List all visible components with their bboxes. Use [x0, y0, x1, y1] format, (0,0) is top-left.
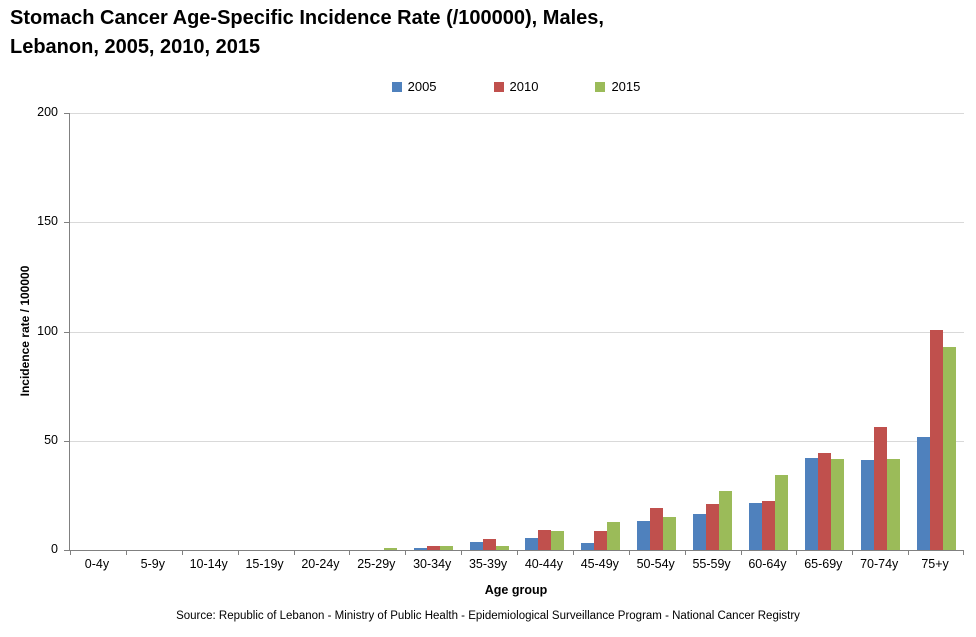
x-tick-label-0-4y: 0-4y [84, 557, 110, 571]
bar-2005-35-39y [469, 542, 483, 550]
legend-item-2010: 2010 [493, 79, 539, 94]
x-axis-title: Age group [484, 583, 548, 597]
x-tick-label-70-74y: 70-74y [860, 557, 899, 571]
x-tick [238, 550, 239, 555]
bar-2010-70-74y [873, 426, 887, 550]
x-axis-labels: 0-4y 5-9y 10-14y 15-19y 20-24y 25-29y 30-34y 35… [69, 557, 963, 573]
x-tick-label-5-9y: 5-9y [140, 557, 165, 571]
x-tick-label-40-44y: 40-44y [524, 557, 564, 571]
x-tick [796, 550, 797, 555]
bar-2005-40-44y [525, 537, 539, 550]
bar-2005-65-69y [804, 458, 818, 550]
bar-2015-75+y [942, 346, 956, 550]
x-tick-label-75+y: 75+y [921, 557, 949, 571]
x-tick-label-55-59y: 55-59y [692, 557, 731, 571]
x-tick-label-20-24y: 20-24y [301, 557, 340, 571]
bar-2005-45-49y [581, 543, 595, 550]
legend-swatch-2010 [493, 81, 504, 92]
x-tick [517, 550, 518, 555]
y-tick-label: 100 [37, 323, 58, 338]
gridline-200 [70, 113, 964, 114]
x-tick [70, 550, 71, 555]
x-tick [963, 550, 964, 555]
x-tick-label-60-64y: 60-64y [748, 557, 787, 571]
bar-2015-30-34y [439, 545, 453, 550]
legend-swatch-2005 [391, 81, 402, 92]
chart-title: Stomach Cancer Age-Specific Incidence Ra… [10, 4, 604, 62]
y-tick-label: 50 [44, 432, 58, 447]
x-tick [629, 550, 630, 555]
y-tick-label: 150 [37, 214, 58, 229]
x-tick-label-65-69y: 65-69y [804, 557, 843, 571]
legend-label-2005: 2005 [407, 79, 437, 94]
bar-2010-50-54y [650, 508, 664, 550]
bar-2015-70-74y [886, 459, 900, 550]
bar-2010-30-34y [426, 545, 440, 550]
x-tick-label-25-29y: 25-29y [357, 557, 396, 571]
gridline-150 [70, 222, 964, 224]
x-tick [405, 550, 406, 555]
gridline-100 [70, 331, 964, 333]
bar-2010-40-44y [538, 530, 552, 550]
legend-item-2005: 2005 [391, 79, 437, 94]
bar-2010-35-39y [482, 539, 496, 550]
legend-item-2015: 2015 [595, 79, 640, 94]
bar-2015-65-69y [830, 459, 844, 550]
chart-legend: 2005 2010 2015 [69, 79, 963, 94]
gridline-50 [70, 440, 964, 442]
x-tick [908, 550, 909, 555]
bar-2010-65-69y [817, 452, 831, 550]
chart-title-line1: Stomach Cancer Age-Specific Incidence Ra… [10, 7, 604, 29]
bar-2010-75+y [929, 330, 943, 550]
bar-2005-70-74y [860, 460, 874, 550]
x-tick [182, 550, 183, 555]
x-tick [349, 550, 350, 555]
x-tick [741, 550, 742, 555]
y-axis-labels: 0 50 100 150 200 [0, 105, 58, 556]
bar-2015-45-49y [607, 521, 621, 550]
x-tick-label-45-49y: 45-49y [580, 557, 619, 571]
y-tick-150 [64, 222, 70, 224]
plot-area [64, 113, 964, 555]
bar-2015-25-29y [383, 547, 397, 550]
bar-2010-55-59y [706, 504, 720, 550]
x-tick-label-35-39y: 35-39y [468, 557, 508, 571]
x-tick-label-30-34y: 30-34y [413, 557, 452, 571]
bar-2005-60-64y [748, 503, 762, 550]
y-tick-label: 0 [51, 542, 58, 556]
bar-2005-30-34y [413, 547, 427, 550]
bar-2015-55-59y [719, 491, 733, 550]
x-tick-label-10-14y: 10-14y [189, 557, 228, 571]
x-tick [294, 550, 295, 555]
legend-label-2015: 2015 [611, 79, 641, 94]
bar-2015-60-64y [774, 474, 788, 550]
legend-swatch-2015 [595, 81, 606, 92]
x-tick [573, 550, 574, 555]
y-tick-0 [64, 550, 70, 551]
bar-2010-60-64y [761, 500, 775, 550]
chart-title-line2: Lebanon, 2005, 2010, 2015 [10, 36, 261, 58]
y-tick-100 [64, 331, 70, 333]
bar-2005-75+y [916, 437, 930, 550]
source-note: Source: Republic of Lebanon - Ministry o… [176, 610, 800, 622]
bar-2015-50-54y [663, 517, 677, 550]
x-tick [685, 550, 686, 555]
x-tick [852, 550, 853, 555]
bar-2005-55-59y [693, 513, 707, 550]
y-tick-label: 200 [37, 105, 58, 119]
bar-2015-35-39y [495, 545, 509, 550]
x-tick [126, 550, 127, 555]
y-tick-50 [64, 440, 70, 442]
bar-2005-50-54y [637, 520, 651, 550]
legend-label-2010: 2010 [509, 79, 539, 94]
x-tick-label-50-54y: 50-54y [636, 557, 675, 571]
y-tick-200 [64, 113, 70, 114]
bar-2010-45-49y [594, 531, 608, 550]
bar-2015-40-44y [551, 531, 565, 550]
x-tick [461, 550, 462, 555]
x-tick-label-15-19y: 15-19y [245, 557, 284, 571]
